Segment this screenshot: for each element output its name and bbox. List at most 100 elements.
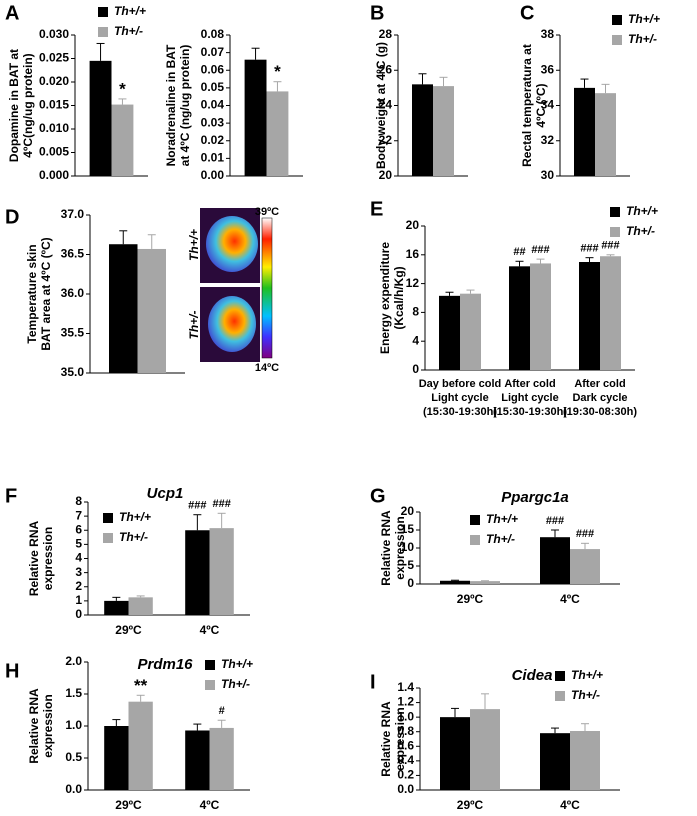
legend-swatch	[205, 660, 215, 670]
y-tick-label: 4	[75, 551, 82, 565]
legend-swatch	[610, 227, 620, 237]
bar	[439, 295, 460, 370]
y-axis-label: Rectal temperatura at	[520, 44, 534, 167]
bar	[470, 581, 500, 584]
x-tick-label: Light cycle	[501, 392, 558, 404]
y-tick-label: 36.5	[61, 247, 85, 261]
x-tick-label: 4ºC	[560, 798, 580, 812]
y-axis-label: Relative RNA	[379, 510, 393, 586]
y-tick-label: 0.0	[397, 782, 414, 796]
bar	[509, 266, 530, 370]
y-tick-label: 5	[407, 558, 414, 572]
y-tick-label: 35.0	[61, 365, 85, 379]
y-axis-label: Dopamine in BAT at	[7, 49, 21, 162]
y-tick-label: 0.06	[201, 62, 225, 76]
legend-swatch	[103, 513, 113, 523]
panel-label: B	[370, 2, 384, 24]
annotation: ###	[580, 243, 598, 255]
legend-swatch	[610, 207, 620, 217]
y-tick-label: 2.0	[65, 654, 82, 668]
bar	[460, 293, 481, 370]
y-axis-label: expression	[41, 527, 55, 590]
legend-label: Th+/+	[571, 668, 603, 682]
annotation: ###	[188, 500, 206, 512]
y-tick-label: 20	[406, 218, 420, 232]
bar	[433, 86, 454, 176]
legend-swatch	[98, 7, 108, 17]
legend-swatch	[470, 535, 480, 545]
bar	[137, 248, 166, 373]
y-tick-label: 32	[541, 133, 555, 147]
annotation: ###	[212, 498, 230, 510]
bar	[579, 262, 600, 370]
y-tick-label: 34	[541, 98, 555, 112]
legend-label: Th+/+	[486, 512, 518, 526]
y-tick-label: 0.07	[201, 45, 225, 59]
y-tick-label: 1.0	[397, 709, 414, 723]
legend-label: Th+/-	[571, 688, 600, 702]
y-tick-label: 0.6	[397, 738, 414, 752]
y-tick-label: 0.03	[201, 115, 225, 129]
y-tick-label: 28	[379, 27, 393, 41]
image-label: Th+/+	[187, 229, 201, 261]
y-tick-label: 15	[401, 522, 415, 536]
legend-swatch	[98, 27, 108, 37]
annotation: *	[119, 79, 126, 98]
bar	[600, 256, 621, 370]
panel-label: D	[5, 206, 19, 228]
bar	[128, 597, 153, 615]
y-tick-label: 1.0	[65, 718, 82, 732]
y-axis-label: Body weight at 4ºC (g)	[374, 42, 388, 169]
y-tick-label: 20	[401, 504, 415, 518]
x-tick-label: (15:30-19:30h)	[423, 406, 497, 418]
bar	[440, 580, 470, 584]
y-axis-label: Noradrenaline in BAT	[164, 44, 178, 166]
panel-label: E	[370, 198, 383, 220]
panel-label: C	[520, 2, 534, 24]
bar	[104, 600, 129, 615]
legend-label: Th+/-	[486, 532, 515, 546]
x-tick-label: 29ºC	[457, 798, 484, 812]
y-tick-label: 0.010	[39, 121, 69, 135]
bar	[595, 93, 616, 176]
panel-label: H	[5, 660, 19, 682]
x-tick-label: After cold	[504, 378, 555, 390]
y-tick-label: 1.2	[397, 695, 414, 709]
bar	[104, 726, 129, 790]
legend-label: Th+/+	[119, 510, 151, 524]
bar	[412, 84, 433, 176]
legend-swatch	[555, 691, 565, 701]
y-tick-label: 6	[75, 522, 82, 536]
y-tick-label: 16	[406, 247, 420, 261]
y-tick-label: 0.5	[65, 750, 82, 764]
y-axis-label: 4ºC (ºC)	[534, 83, 548, 127]
bar	[530, 263, 551, 370]
y-tick-label: 0.2	[397, 768, 414, 782]
y-tick-label: 0.000	[39, 168, 69, 182]
scale-label: 14ºC	[255, 362, 279, 374]
x-tick-label: Dark cycle	[572, 392, 627, 404]
y-tick-label: 4	[412, 333, 419, 347]
bar	[89, 60, 112, 176]
x-tick-label: After cold	[574, 378, 625, 390]
bar	[111, 104, 134, 176]
y-tick-label: 0.00	[201, 168, 225, 182]
y-tick-label: 0	[407, 576, 414, 590]
y-tick-label: 0.08	[201, 27, 225, 41]
bar	[185, 530, 210, 615]
x-tick-label: 29ºC	[115, 798, 142, 812]
annotation: *	[274, 62, 281, 81]
legend-swatch	[205, 680, 215, 690]
bar	[244, 59, 267, 176]
legend-swatch	[612, 35, 622, 45]
y-tick-label: 20	[379, 168, 393, 182]
y-tick-label: 36	[541, 62, 555, 76]
x-tick-label: 29ºC	[457, 592, 484, 606]
legend-swatch	[612, 15, 622, 25]
y-tick-label: 36.0	[61, 286, 85, 300]
scale-label: 39ºC	[255, 206, 279, 218]
x-tick-label: 29ºC	[115, 623, 142, 637]
x-tick-label: 4ºC	[560, 592, 580, 606]
y-axis-label: Relative RNA	[27, 688, 41, 764]
